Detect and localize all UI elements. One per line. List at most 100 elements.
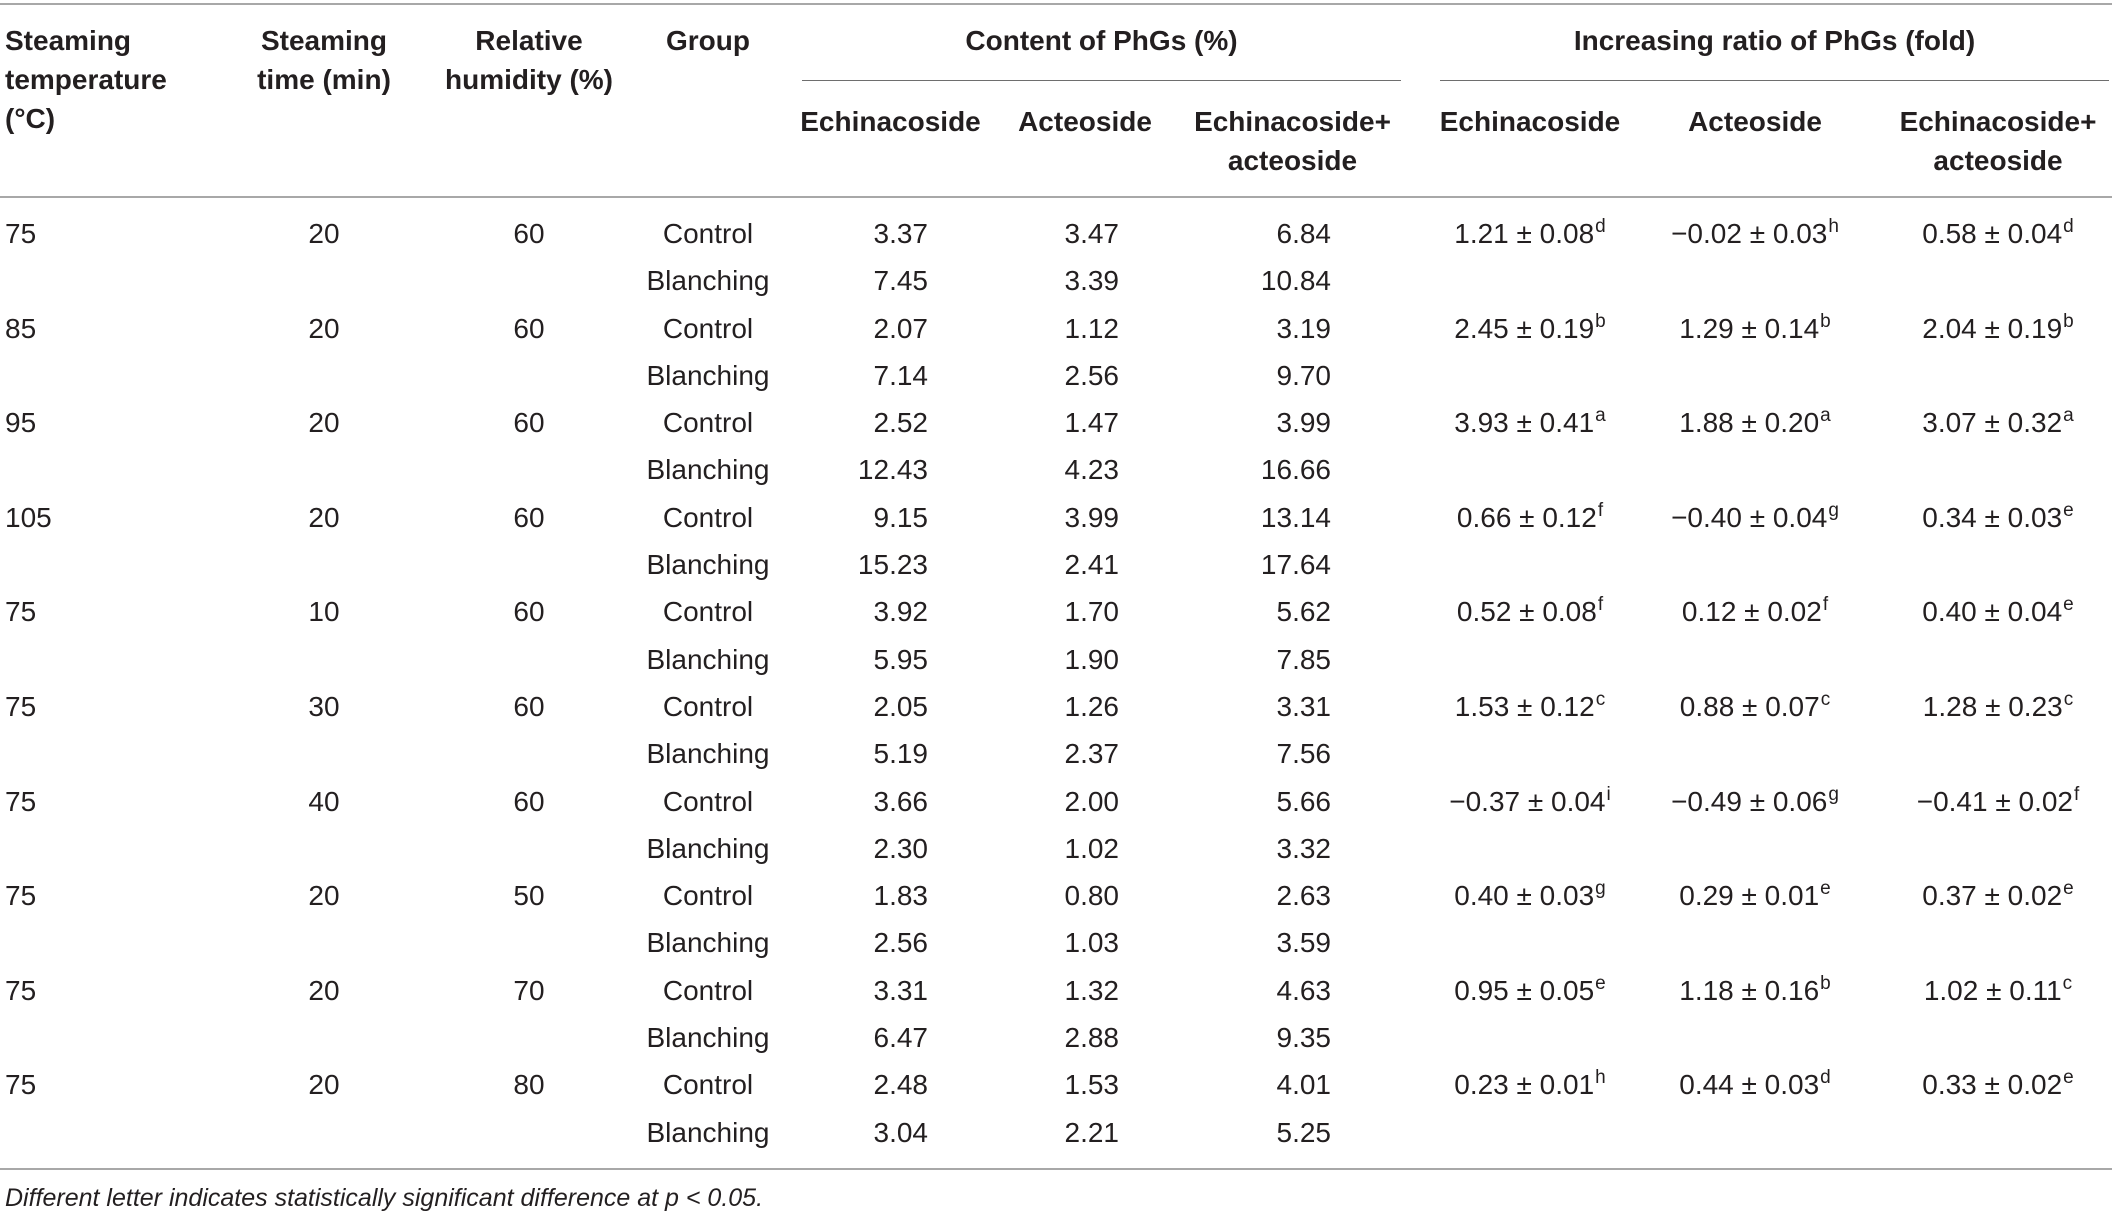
- echinacoside-ratio-cell: 2.45 ± 0.19b: [1420, 305, 1640, 352]
- significance-letter: f: [1597, 594, 1604, 616]
- header-text: Steaming: [5, 25, 132, 56]
- empty-cell: [1420, 825, 1640, 872]
- header-text: Steaming: [260, 25, 388, 56]
- significance-letter: g: [1595, 878, 1606, 900]
- echinacoside-content-cell: 9.15: [873, 501, 929, 533]
- header-text: humidity (%): [445, 64, 613, 95]
- ratio-value: −0.02 ± 0.03: [1671, 218, 1828, 249]
- total-content-cell: 7.85: [1276, 643, 1332, 675]
- total-content-cell: 5.66: [1276, 785, 1332, 817]
- empty-cell: [0, 1014, 230, 1061]
- header-text: (°C): [5, 103, 56, 134]
- ratio-value: 1.28 ± 0.23: [1922, 690, 2063, 722]
- echinacoside-content-cell: 2.30: [873, 832, 929, 864]
- group-cell: Blanching: [646, 738, 770, 770]
- humidity-cell: 60: [513, 218, 545, 249]
- echinacoside-content-cell: 3.92: [873, 596, 929, 628]
- empty-cell: [0, 1109, 230, 1169]
- header-text: Content of PhGs (%): [802, 21, 1401, 81]
- header-text: acteoside: [1933, 145, 2063, 176]
- acteoside-content-cell: 0.80: [1064, 880, 1120, 912]
- ratio-value: 2.04 ± 0.19: [1922, 312, 2063, 344]
- acteoside-ratio-cell: −0.02 ± 0.03h: [1640, 197, 1870, 257]
- group-cell: Control: [662, 1069, 754, 1101]
- empty-cell: [1870, 1109, 2112, 1169]
- header-text: temperature: [5, 64, 167, 95]
- humidity-cell: 50: [513, 880, 545, 912]
- total-content-cell: 13.14: [1260, 501, 1331, 533]
- humidity-cell: 60: [513, 596, 545, 628]
- acteoside-content-cell: 1.47: [1064, 407, 1120, 439]
- acteoside-content-cell: 4.23: [1064, 454, 1120, 486]
- empty-cell: [418, 636, 640, 683]
- phgs-steaming-table: Steaming temperature (°C) Steaming time …: [0, 3, 2113, 1170]
- group-cell: Blanching: [646, 359, 770, 391]
- header-steaming-time: Steaming time (min): [230, 4, 418, 197]
- table-row: 75 20 60 Control 3.37 3.47 6.84 1.21 ± 0.08d −0.…: [0, 197, 2112, 257]
- empty-cell: [1640, 541, 1870, 588]
- empty-cell: [1870, 446, 2112, 493]
- group-cell: Control: [662, 501, 754, 533]
- empty-cell: [418, 919, 640, 966]
- empty-cell: [1870, 730, 2112, 777]
- significance-letter: h: [1828, 216, 1839, 237]
- table-row: Blanching 2.30 1.02 3.32: [0, 825, 2112, 872]
- time-cell: 20: [308, 218, 340, 249]
- ratio-value: 1.88 ± 0.20: [1679, 407, 1820, 439]
- subheader-ratio-total: Echinacoside+ acteoside: [1870, 101, 2112, 197]
- subheader-content-acteoside: Acteoside: [1005, 101, 1165, 197]
- table-row: Blanching 7.14 2.56 9.70: [0, 352, 2112, 399]
- group-cell: Blanching: [646, 549, 770, 581]
- table-row: Blanching 2.56 1.03 3.59: [0, 919, 2112, 966]
- table-row: 75 20 50 Control 1.83 0.80 2.63 0.40 ± 0.03g 0.2…: [0, 872, 2112, 919]
- empty-cell: [230, 825, 418, 872]
- echinacoside-ratio-cell: 3.93 ± 0.41a: [1420, 399, 1640, 446]
- acteoside-content-cell: 2.37: [1064, 738, 1120, 770]
- temperature-cell: 75: [5, 785, 37, 817]
- total-ratio-cell: 0.34 ± 0.03e: [1870, 494, 2112, 541]
- header-relative-humidity: Relative humidity (%): [418, 4, 640, 197]
- empty-cell: [1640, 919, 1870, 966]
- group-cell: Control: [662, 407, 754, 439]
- time-cell: 10: [308, 596, 340, 628]
- header-text: time (min): [257, 64, 391, 95]
- empty-cell: [1640, 446, 1870, 493]
- total-ratio-cell: 3.07 ± 0.32a: [1870, 399, 2112, 446]
- echinacoside-content-cell: 2.56: [873, 927, 929, 959]
- ratio-value: 1.53 ± 0.12: [1454, 690, 1595, 722]
- empty-cell: [1870, 257, 2112, 304]
- acteoside-content-cell: 1.90: [1064, 643, 1120, 675]
- time-cell: 20: [308, 501, 340, 533]
- table-row: Blanching 5.95 1.90 7.85: [0, 636, 2112, 683]
- significance-letter: g: [1828, 783, 1839, 805]
- echinacoside-content-cell: 5.19: [873, 738, 929, 770]
- group-cell: Blanching: [646, 927, 770, 959]
- empty-cell: [1420, 257, 1640, 304]
- echinacoside-content-cell: 1.83: [873, 880, 929, 912]
- echinacoside-content-cell: 3.37: [873, 218, 929, 249]
- empty-cell: [1870, 825, 2112, 872]
- empty-cell: [418, 446, 640, 493]
- acteoside-ratio-cell: −0.49 ± 0.06g: [1640, 778, 1870, 825]
- acteoside-content-cell: 2.00: [1064, 785, 1120, 817]
- group-cell: Control: [662, 312, 754, 344]
- acteoside-ratio-cell: 1.18 ± 0.16b: [1640, 967, 1870, 1014]
- header-text: Acteoside: [1018, 106, 1152, 137]
- acteoside-ratio-cell: 0.44 ± 0.03d: [1640, 1061, 1870, 1108]
- total-ratio-cell: 0.58 ± 0.04d: [1870, 197, 2112, 257]
- table-row: 75 20 70 Control 3.31 1.32 4.63 0.95 ± 0.05e 1.1…: [0, 967, 2112, 1014]
- empty-cell: [1870, 636, 2112, 683]
- empty-cell: [1420, 919, 1640, 966]
- echinacoside-content-cell: 2.52: [873, 407, 929, 439]
- total-content-cell: 3.59: [1276, 927, 1332, 959]
- ratio-value: −0.37 ± 0.04: [1449, 785, 1606, 817]
- empty-cell: [230, 446, 418, 493]
- time-cell: 20: [308, 1069, 340, 1101]
- echinacoside-ratio-cell: 1.53 ± 0.12c: [1420, 683, 1640, 730]
- empty-cell: [1640, 636, 1870, 683]
- significance-letter: d: [1820, 1067, 1831, 1089]
- table-row: 75 10 60 Control 3.92 1.70 5.62 0.52 ± 0.08f 0.1…: [0, 588, 2112, 635]
- significance-letter: i: [1606, 783, 1611, 805]
- echinacoside-ratio-cell: 0.66 ± 0.12f: [1420, 494, 1640, 541]
- group-cell: Control: [662, 596, 754, 628]
